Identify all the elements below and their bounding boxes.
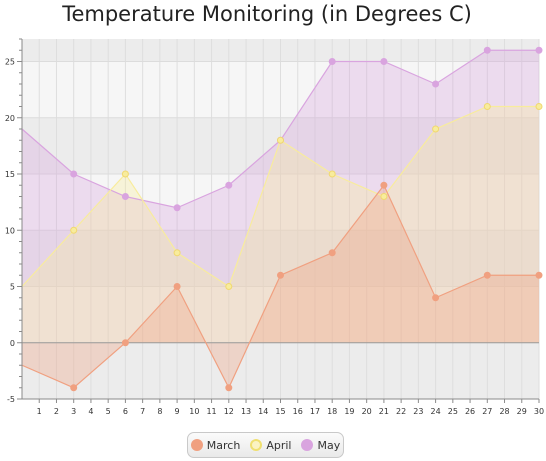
area-march [22, 185, 539, 388]
x-tick-label: 22 [396, 407, 406, 416]
x-tick-label: 7 [140, 407, 145, 416]
grid-lines [22, 39, 540, 400]
x-tick-label: 3 [71, 407, 76, 416]
x-tick-label: 2 [54, 407, 59, 416]
y-tick-label: 0 [10, 339, 15, 348]
data-point-may[interactable] [328, 58, 336, 65]
legend-label-march: March [206, 438, 241, 452]
data-point-march[interactable] [432, 294, 440, 302]
x-tick-label: 6 [123, 407, 128, 416]
data-point-april[interactable] [70, 226, 78, 234]
x-tick-label: 23 [413, 407, 423, 416]
x-tick-label: 20 [362, 407, 372, 416]
legend-item-march[interactable]: March [190, 438, 241, 452]
x-tick-label: 9 [175, 407, 180, 416]
x-tick-label: 14 [258, 407, 268, 416]
data-point-march[interactable] [121, 339, 129, 347]
legend-label-april: April [266, 438, 292, 452]
x-tick-label: 24 [431, 407, 441, 416]
y-axis-ticks: -5 0 5 10 15 20 25 [5, 38, 22, 404]
data-point-april[interactable] [432, 125, 440, 133]
x-tick-label: 30 [534, 407, 544, 416]
data-point-march[interactable] [70, 384, 78, 392]
x-tick-label: 26 [465, 407, 475, 416]
x-tick-label: 8 [157, 407, 162, 416]
legend-swatch-may [301, 439, 314, 451]
data-point-may[interactable] [483, 46, 491, 54]
series-areas [22, 50, 539, 388]
x-tick-label: 10 [189, 407, 199, 416]
data-point-may[interactable] [225, 181, 233, 189]
data-point-may[interactable] [535, 46, 543, 54]
x-tick-label: 1 [37, 407, 42, 416]
x-axis-ticks: 1 2 3 4 5 6 7 8 9 10 11 12 13 14 15 16 17 18 19 20 21 22 23 24 2… [37, 399, 544, 416]
y-tick-label: 10 [5, 226, 15, 235]
data-point-april[interactable] [277, 136, 284, 144]
x-tick-label: 15 [275, 407, 285, 416]
x-tick-label: 28 [499, 407, 509, 416]
data-point-march[interactable] [277, 271, 284, 279]
data-point-may[interactable] [121, 193, 129, 200]
data-point-may[interactable] [173, 204, 181, 212]
x-tick-label: 13 [241, 407, 251, 416]
y-tick-label: 20 [5, 114, 15, 123]
x-tick-label: 21 [379, 407, 389, 416]
legend-swatch-april [250, 439, 263, 451]
x-tick-label: 16 [293, 407, 303, 416]
legend-swatch-march [190, 439, 203, 451]
chart-legend: March April May [187, 432, 344, 458]
y-tick-label: 25 [5, 58, 15, 67]
x-tick-label: 11 [206, 407, 216, 416]
data-point-march[interactable] [328, 249, 336, 257]
x-tick-label: 29 [517, 407, 527, 416]
data-point-april[interactable] [328, 170, 336, 178]
x-tick-label: 17 [310, 407, 320, 416]
data-point-april[interactable] [225, 283, 233, 290]
legend-label-may: May [317, 438, 341, 452]
y-tick-label: 5 [10, 283, 15, 292]
data-point-march[interactable] [225, 384, 233, 392]
data-point-april[interactable] [380, 193, 388, 200]
data-point-may[interactable] [70, 170, 78, 178]
x-tick-label: 25 [448, 407, 458, 416]
data-point-may[interactable] [380, 58, 388, 65]
data-point-march[interactable] [380, 181, 388, 189]
legend-item-may[interactable]: May [301, 439, 340, 452]
area-chart: 1 2 3 4 5 6 7 8 9 10 11 12 13 14 15 16 17 18 19 20 21 22 23 24 2… [5, 38, 544, 416]
x-tick-label: 19 [344, 407, 354, 416]
data-point-april[interactable] [121, 170, 129, 178]
x-tick-label: 12 [224, 407, 234, 416]
x-tick-label: 27 [482, 407, 492, 416]
data-point-march[interactable] [483, 271, 491, 279]
area-may [22, 50, 539, 343]
y-tick-label: 15 [5, 170, 15, 179]
chart-title: Temperature Monitoring (in Degrees C) [62, 2, 472, 26]
data-point-april[interactable] [483, 103, 491, 110]
x-tick-label: 5 [106, 407, 111, 416]
data-point-march[interactable] [535, 271, 543, 279]
series-points [70, 46, 543, 392]
legend-item-april[interactable]: April [250, 439, 291, 452]
y-tick-label: -5 [7, 395, 15, 404]
data-point-march[interactable] [173, 283, 181, 290]
area-april [22, 106, 539, 343]
data-point-april[interactable] [173, 249, 181, 257]
x-tick-label: 18 [327, 407, 337, 416]
x-tick-label: 4 [88, 407, 93, 416]
data-point-april[interactable] [535, 103, 543, 110]
data-point-may[interactable] [432, 80, 440, 88]
